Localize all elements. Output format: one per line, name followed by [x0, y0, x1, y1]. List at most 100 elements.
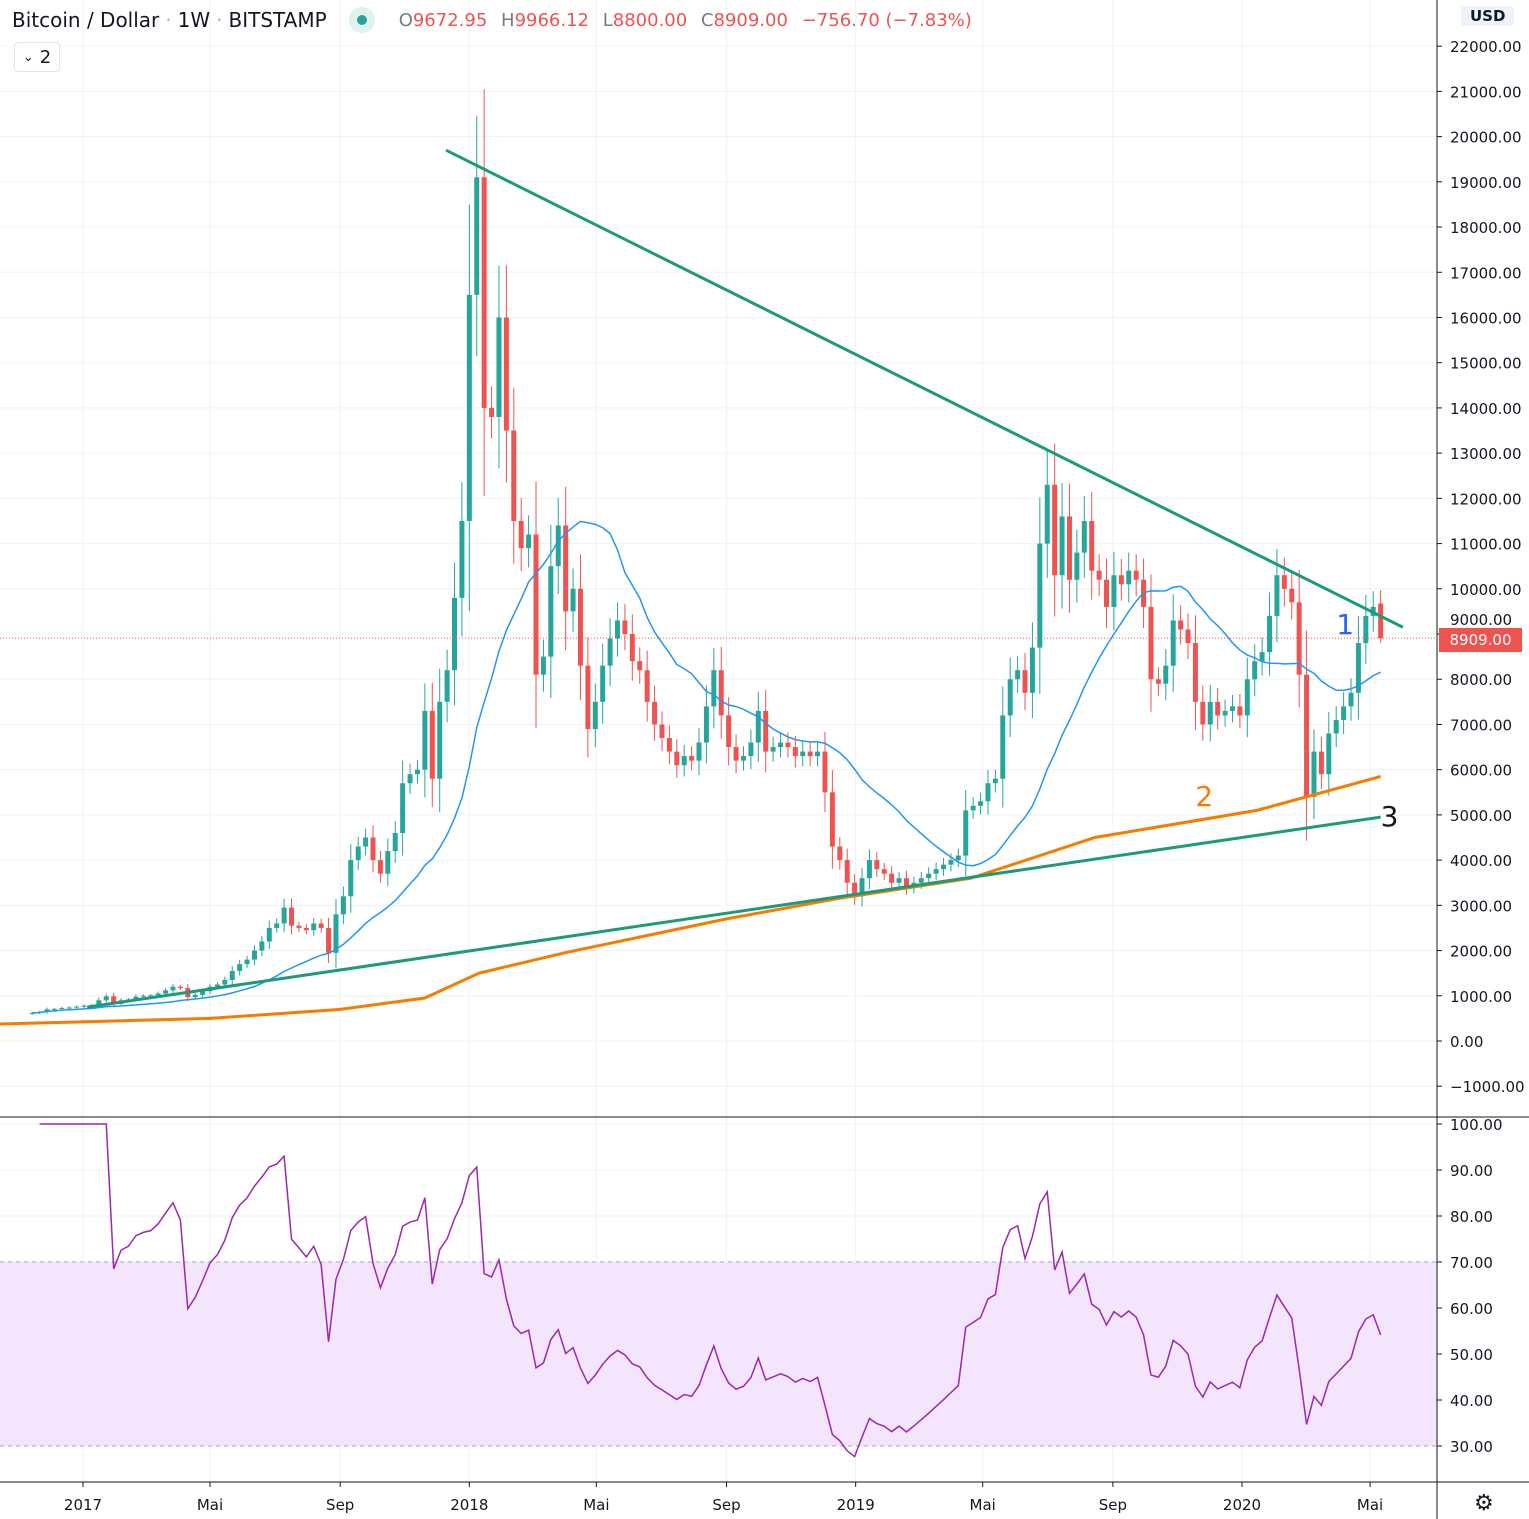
- market-open-icon: [348, 7, 375, 33]
- candle-body: [1378, 603, 1384, 639]
- candle-body: [474, 177, 480, 295]
- candle-body: [348, 860, 354, 897]
- candle-body: [733, 747, 739, 761]
- candles: [29, 89, 1384, 1015]
- candle-body: [815, 751, 821, 757]
- candle-body: [1274, 575, 1280, 616]
- candle-body: [414, 769, 420, 775]
- candle-body: [666, 738, 672, 752]
- candle-body: [452, 597, 458, 671]
- candle-body: [1229, 706, 1235, 711]
- price-tick-label: 9000.00: [1450, 611, 1512, 629]
- candle-body: [392, 832, 398, 852]
- candle-body: [1348, 692, 1354, 707]
- candle-body: [422, 710, 428, 770]
- candle-body: [1281, 575, 1287, 589]
- candle-body: [822, 751, 828, 793]
- settings-gear-icon[interactable]: ⚙: [1474, 1491, 1494, 1516]
- candle-body: [1170, 620, 1176, 666]
- candle-body: [570, 588, 576, 612]
- collapse-indicators-button[interactable]: ⌄ 2: [14, 42, 60, 72]
- candle-body: [585, 665, 591, 729]
- price-tick-label: 2000.00: [1450, 943, 1512, 961]
- price-tick-label: 3000.00: [1450, 897, 1512, 915]
- candle-body: [1148, 606, 1154, 680]
- exchange: BITSTAMP: [228, 8, 327, 32]
- candle-body: [444, 670, 450, 702]
- candle-body: [844, 860, 850, 883]
- candle-body: [66, 1007, 72, 1009]
- candle-body: [111, 996, 117, 1004]
- candle-body: [133, 996, 139, 1000]
- candle-body: [518, 520, 524, 549]
- candle-body: [229, 970, 235, 980]
- candle-body: [1178, 620, 1184, 630]
- candle-body: [407, 774, 413, 784]
- candle-body: [459, 520, 465, 598]
- time-tick-label: Mai: [1357, 1496, 1383, 1514]
- candle-body: [592, 701, 598, 729]
- candle-body: [889, 873, 895, 883]
- candle-body: [1252, 661, 1258, 680]
- currency-badge[interactable]: USD: [1461, 6, 1515, 26]
- candle-body: [659, 724, 665, 739]
- candle-body: [1192, 643, 1198, 702]
- time-tick-label: Sep: [326, 1496, 354, 1514]
- candle-body: [933, 869, 939, 874]
- candle-body: [1118, 575, 1124, 585]
- candle-body: [748, 742, 754, 757]
- candle-body: [466, 294, 472, 521]
- candle-body: [51, 1008, 57, 1010]
- candle-body: [511, 430, 517, 521]
- candle-body: [289, 907, 295, 926]
- candle-body: [1341, 706, 1347, 720]
- resistance-trendline: [445, 148, 1404, 629]
- candle-body: [807, 751, 813, 757]
- candle-body: [103, 996, 109, 1001]
- candle-body: [296, 925, 302, 928]
- last-price-label: 8909.00: [1439, 628, 1522, 652]
- candle-body: [177, 986, 183, 989]
- candle-body: [1133, 570, 1139, 580]
- price-tick-label: 0.00: [1450, 1033, 1483, 1051]
- candle-body: [726, 715, 732, 748]
- price-tick-label: −1000.00: [1450, 1078, 1525, 1096]
- candle-body: [200, 991, 206, 995]
- candle-body: [318, 923, 324, 928]
- time-tick-label: 2018: [450, 1496, 488, 1514]
- price-tick-label: 17000.00: [1450, 264, 1522, 282]
- candle-body: [926, 873, 932, 879]
- candle-body: [1044, 484, 1050, 544]
- candle-body: [555, 525, 561, 567]
- candle-body: [1326, 733, 1332, 775]
- symbol-title[interactable]: Bitcoin / Dollar: [12, 8, 160, 32]
- candle-body: [1015, 670, 1021, 680]
- candle-body: [829, 792, 835, 847]
- rsi-band: [0, 1262, 1437, 1446]
- candle-body: [859, 878, 865, 897]
- price-tick-label: 11000.00: [1450, 536, 1522, 554]
- candle-body: [526, 534, 532, 549]
- candle-body: [1318, 751, 1324, 775]
- candle-body: [385, 851, 391, 874]
- price-tick-label: 19000.00: [1450, 174, 1522, 192]
- candle-body: [1185, 629, 1191, 644]
- rsi-tick-label: 40.00: [1450, 1392, 1493, 1410]
- candle-body: [192, 994, 198, 998]
- candle-body: [237, 964, 243, 971]
- interval[interactable]: 1W: [177, 8, 211, 32]
- candle-body: [918, 878, 924, 883]
- candle-body: [896, 878, 902, 883]
- candle-body: [874, 860, 880, 870]
- candle-body: [1163, 665, 1169, 684]
- price-tick-label: 4000.00: [1450, 852, 1512, 870]
- candle-body: [1111, 575, 1117, 607]
- candle-body: [148, 995, 154, 997]
- candle-body: [437, 701, 443, 779]
- rsi-tick-label: 50.00: [1450, 1346, 1493, 1364]
- price-tick-label: 15000.00: [1450, 355, 1522, 373]
- candle-body: [59, 1007, 65, 1009]
- rsi-tick-label: 60.00: [1450, 1300, 1493, 1318]
- candle-body: [763, 710, 769, 752]
